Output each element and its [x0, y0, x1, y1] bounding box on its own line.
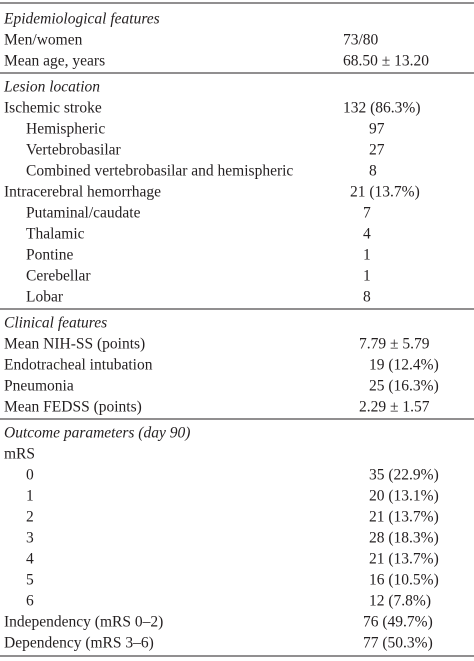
- row-value: 73/80: [343, 32, 379, 49]
- sub-row-label: 2: [26, 509, 34, 526]
- sub-row-label: Thalamic: [26, 226, 85, 243]
- row-value: 76 (49.7%): [363, 614, 433, 631]
- row-value: 21 (13.7%): [369, 509, 439, 526]
- row-value: 1: [363, 247, 371, 264]
- row-value: 28 (18.3%): [369, 530, 439, 547]
- row-value: 7: [363, 205, 371, 222]
- row-value: 97: [369, 121, 385, 138]
- sub-row-label: 3: [26, 530, 34, 547]
- sub-row-label: 5: [26, 572, 34, 589]
- row-value: 1: [363, 268, 371, 285]
- section-title: Clinical features: [4, 315, 107, 332]
- sub-row-label: Vertebrobasilar: [26, 142, 122, 159]
- row-label: Mean age, years: [4, 53, 105, 70]
- row-value: 25 (16.3%): [369, 378, 439, 395]
- row-label: Mean FEDSS (points): [4, 399, 142, 416]
- sub-row-label: Pontine: [26, 247, 73, 264]
- row-label: Men/women: [4, 32, 83, 49]
- row-value: 8: [363, 289, 371, 306]
- row-label: Pneumonia: [4, 378, 74, 395]
- section-title: Outcome parameters (day 90): [4, 425, 190, 442]
- sub-row-label: Hemispheric: [26, 121, 105, 138]
- section-title: Epidemiological features: [3, 11, 160, 28]
- row-label: Intracerebral hemorrhage: [4, 184, 161, 201]
- row-value: 2.29 ± 1.57: [359, 399, 430, 416]
- row-label: Dependency (mRS 3–6): [4, 635, 154, 652]
- row-value: 21 (13.7%): [350, 184, 420, 201]
- sub-row-label: 1: [26, 488, 34, 505]
- row-label: Ischemic stroke: [4, 100, 102, 117]
- row-value: 20 (13.1%): [369, 488, 439, 505]
- sub-row-label: 6: [26, 593, 34, 610]
- row-value: 12 (7.8%): [369, 593, 431, 610]
- sub-row-label: Combined vertebrobasilar and hemispheric: [26, 163, 293, 180]
- row-label: mRS: [4, 446, 35, 463]
- row-value: 8: [369, 163, 377, 180]
- sub-row-label: Cerebellar: [26, 268, 91, 285]
- row-value: 35 (22.9%): [369, 467, 439, 484]
- row-value: 16 (10.5%): [369, 572, 439, 589]
- sub-row-label: 4: [26, 551, 34, 568]
- row-value: 132 (86.3%): [343, 100, 421, 117]
- row-label: Independency (mRS 0–2): [4, 614, 163, 631]
- row-value: 7.79 ± 5.79: [359, 336, 430, 353]
- row-value: 21 (13.7%): [369, 551, 439, 568]
- row-value: 68.50 ± 13.20: [343, 53, 429, 70]
- section-title: Lesion location: [3, 79, 100, 96]
- row-label: Endotracheal intubation: [4, 357, 153, 374]
- row-label: Mean NIH-SS (points): [4, 336, 145, 353]
- sub-row-label: 0: [26, 467, 34, 484]
- sub-row-label: Lobar: [26, 289, 64, 306]
- row-value: 77 (50.3%): [363, 635, 433, 652]
- sub-row-label: Putaminal/caudate: [26, 205, 141, 222]
- row-value: 19 (12.4%): [369, 357, 439, 374]
- row-value: 4: [363, 226, 371, 243]
- row-value: 27: [369, 142, 385, 159]
